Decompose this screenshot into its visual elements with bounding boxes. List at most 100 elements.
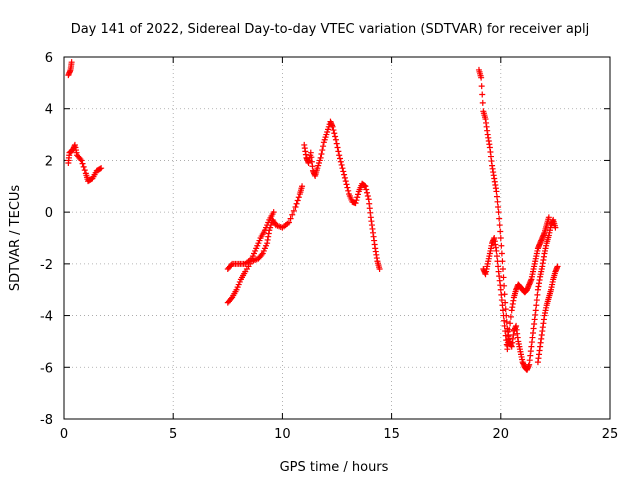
data-point: [494, 258, 501, 265]
data-point: [364, 192, 371, 199]
data-point: [501, 322, 508, 329]
data-point: [318, 150, 325, 157]
data-point: [478, 74, 485, 81]
data-point: [339, 165, 346, 172]
data-point: [98, 165, 105, 172]
data-point: [285, 219, 292, 226]
x-tick-label: 0: [60, 427, 68, 442]
data-point: [342, 178, 349, 185]
data-point: [336, 152, 343, 159]
data-point: [376, 266, 383, 273]
data-point: [498, 242, 505, 249]
y-tick-label: 2: [45, 154, 53, 169]
axis-ticks: 0 5 10 15 20 25 -8 -6 -4 -2 0 2 4 6: [40, 51, 618, 442]
data-point: [344, 184, 351, 191]
data-point: [495, 263, 502, 270]
data-point: [493, 253, 500, 260]
data-point: [332, 136, 339, 143]
data-point: [81, 167, 88, 174]
data-point: [335, 148, 342, 155]
data-point: [501, 282, 508, 289]
x-tick-label: 10: [274, 427, 291, 442]
x-axis-label: GPS time / hours: [280, 460, 389, 475]
data-point: [331, 130, 338, 137]
y-tick-label: 4: [45, 103, 53, 118]
data-point: [317, 154, 324, 161]
y-axis-label: SDTVAR / TECUs: [8, 185, 23, 292]
data-point: [361, 182, 368, 189]
data-point: [499, 307, 506, 314]
x-tick-label: 25: [602, 427, 619, 442]
data-point: [507, 313, 514, 320]
data-point: [319, 147, 326, 154]
y-tick-label: -8: [40, 413, 53, 428]
data-point: [78, 157, 85, 164]
data-point: [270, 209, 277, 216]
data-point: [494, 198, 501, 205]
data-point: [503, 319, 510, 326]
y-tick-label: 0: [45, 206, 53, 221]
data-point: [497, 228, 504, 235]
data-point: [329, 123, 336, 130]
data-point: [353, 197, 360, 204]
data-point: [493, 193, 500, 200]
data-point: [332, 133, 339, 140]
data-point: [534, 291, 541, 298]
data-point: [478, 83, 485, 90]
data-point: [507, 320, 514, 327]
data-point: [289, 211, 296, 218]
data-point: [545, 214, 552, 221]
data-point: [337, 155, 344, 162]
data-point: [506, 326, 513, 333]
data-point: [294, 197, 301, 204]
data-point: [340, 168, 347, 175]
data-point: [352, 200, 359, 207]
data-point: [79, 160, 86, 167]
data-point: [552, 224, 559, 231]
data-point: [345, 187, 352, 194]
data-point: [497, 286, 504, 293]
data-point: [495, 203, 502, 210]
y-tick-label: -4: [40, 310, 53, 325]
data-point: [341, 174, 348, 181]
y-tick-label: -2: [40, 258, 53, 273]
data-point: [532, 307, 539, 314]
data-point: [364, 189, 371, 196]
x-tick-label: 15: [383, 427, 400, 442]
data-point: [299, 183, 306, 190]
data-point: [533, 297, 540, 304]
data-point: [493, 188, 500, 195]
data-point: [320, 143, 327, 150]
data-point: [258, 251, 265, 258]
data-point: [497, 235, 504, 241]
data-point: [362, 183, 369, 190]
data-point: [290, 207, 297, 214]
data-point: [499, 266, 506, 273]
data-point: [498, 291, 505, 298]
data-point: [501, 317, 508, 324]
data-point: [292, 203, 299, 210]
data-point: [354, 194, 361, 201]
data-point: [334, 144, 341, 151]
data-point: [338, 161, 345, 168]
data-point: [228, 262, 235, 269]
data-point: [293, 200, 300, 207]
data-point: [287, 215, 294, 222]
chart-title: Day 141 of 2022, Sidereal Day-to-day VTE…: [71, 22, 590, 37]
data-point: [68, 59, 75, 66]
data-point: [333, 140, 340, 147]
data-point: [97, 165, 104, 172]
data-point: [479, 91, 486, 98]
data-point: [493, 247, 500, 254]
x-tick-label: 20: [493, 427, 510, 442]
data-point: [363, 186, 370, 193]
y-tick-label: 6: [45, 51, 53, 66]
data-points: [65, 59, 561, 373]
data-point: [495, 209, 502, 216]
data-point: [479, 99, 486, 106]
data-point: [554, 263, 561, 270]
data-point: [502, 306, 509, 313]
data-point: [77, 156, 84, 163]
